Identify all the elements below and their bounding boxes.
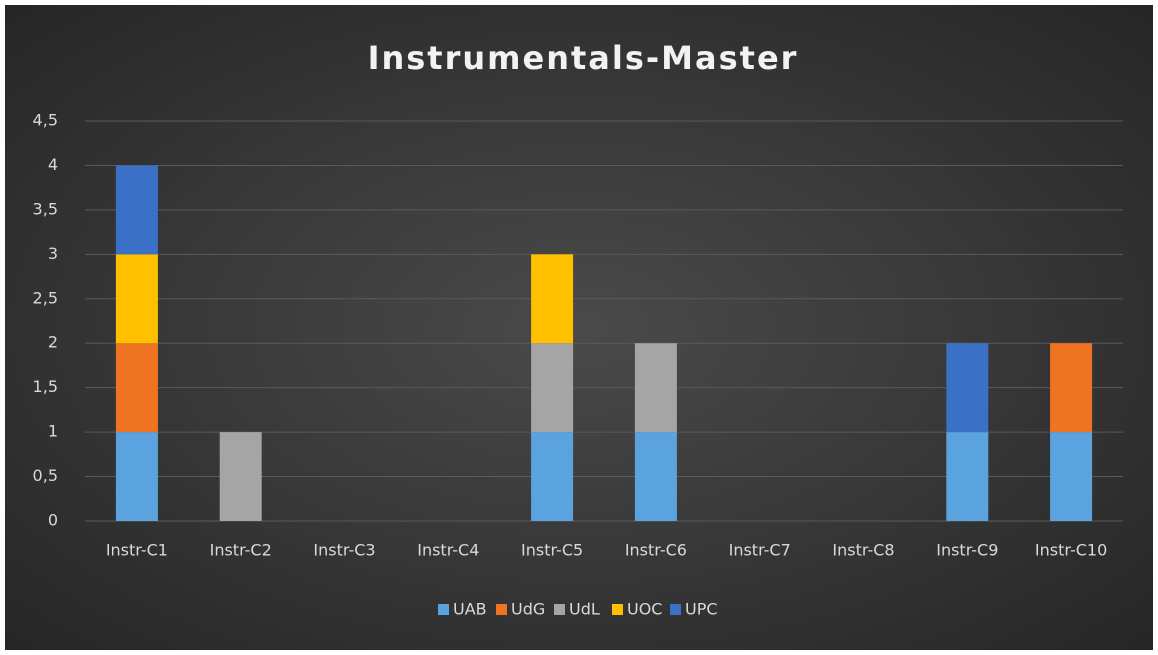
bar-segment <box>115 432 158 521</box>
x-tick-label: Instr-C8 <box>832 541 894 560</box>
bar-segment <box>946 343 989 433</box>
y-tick-label: 2,5 <box>33 288 58 307</box>
legend-label: UAB <box>453 600 487 619</box>
bar-segment <box>946 432 989 521</box>
y-tick-label: 4 <box>48 155 58 174</box>
x-tick-label: Instr-C9 <box>936 541 998 560</box>
x-tick-label: Instr-C7 <box>729 541 791 560</box>
bar-segment <box>115 165 158 255</box>
bar-segment <box>219 432 262 521</box>
y-tick-label: 3 <box>48 244 58 263</box>
x-tick-label: Instr-C3 <box>313 541 375 560</box>
legend-swatch <box>554 604 565 615</box>
y-tick-label: 0 <box>48 511 58 530</box>
x-tick-label: Instr-C5 <box>521 541 583 560</box>
legend-label: UdG <box>511 600 545 619</box>
bar-segment <box>634 343 677 433</box>
legend-swatch <box>496 604 507 615</box>
legend-label: UdL <box>569 600 600 619</box>
bar-segment <box>115 343 158 433</box>
legend-label: UPC <box>685 600 718 619</box>
y-tick-label: 0,5 <box>33 466 58 485</box>
x-tick-label: Instr-C1 <box>106 541 168 560</box>
y-tick-label: 4,5 <box>33 111 58 130</box>
bar-segment <box>115 254 158 344</box>
background <box>5 5 1153 650</box>
bar-segment <box>1050 432 1093 521</box>
bar-segment <box>531 432 574 521</box>
legend-label: UOC <box>627 600 662 619</box>
bar-segment <box>634 432 677 521</box>
y-tick-label: 3,5 <box>33 199 58 218</box>
legend-swatch <box>612 604 623 615</box>
chart-title: Instrumentals-Master <box>368 39 799 77</box>
x-tick-label: Instr-C2 <box>210 541 272 560</box>
x-tick-label: Instr-C4 <box>417 541 479 560</box>
y-tick-label: 1 <box>48 422 58 441</box>
legend-swatch <box>438 604 449 615</box>
bar-segment <box>531 343 574 433</box>
y-tick-label: 1,5 <box>33 377 58 396</box>
bar-segment <box>1050 343 1093 433</box>
x-tick-label: Instr-C10 <box>1035 541 1107 560</box>
y-tick-label: 2 <box>48 333 58 352</box>
bar-segment <box>531 254 574 344</box>
x-tick-label: Instr-C6 <box>625 541 687 560</box>
legend-swatch <box>670 604 681 615</box>
